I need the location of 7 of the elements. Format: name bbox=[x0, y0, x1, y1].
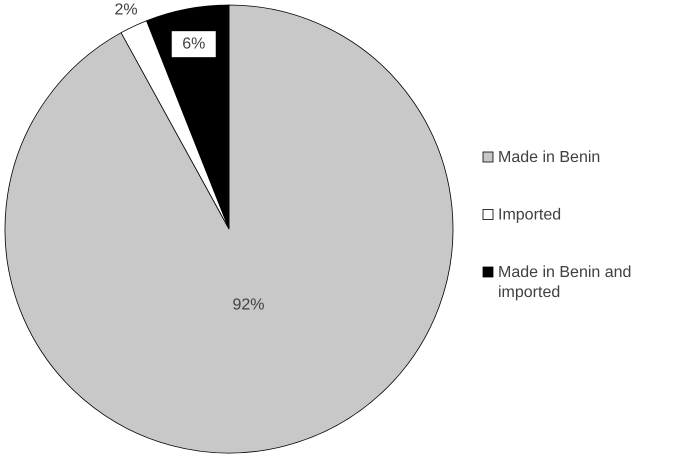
data-label: 2% bbox=[114, 2, 138, 19]
pie-slice bbox=[4, 4, 454, 454]
data-label: 92% bbox=[232, 296, 265, 314]
legend-label: Made in Benin and imported bbox=[498, 264, 632, 300]
data-label: 6% bbox=[182, 36, 206, 53]
legend-label: Imported bbox=[498, 206, 562, 223]
legend-label: Made in Benin bbox=[498, 148, 600, 166]
